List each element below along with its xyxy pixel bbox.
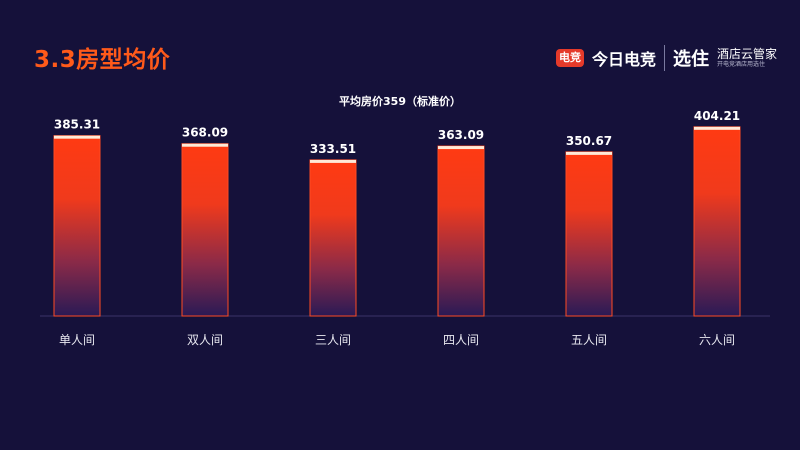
logo-divider [664,45,666,71]
category-label-3: 三人间 [315,333,351,347]
bar-cap-5 [566,151,612,155]
data-label-2: 368.09 [182,126,228,140]
xuanzhu-logo: 选住 [673,49,710,70]
category-label-4: 四人间 [443,333,479,347]
data-label-3: 333.51 [310,142,356,156]
bar-6 [693,126,741,317]
data-label-5: 350.67 [566,134,612,148]
bar-cap-2 [182,143,228,147]
brand-logos: 电竞 今日电竞 选住 酒店云管家 开电竞酒店用选住 [556,42,777,74]
hotel-manager-logo: 酒店云管家 开电竞酒店用选住 [717,47,777,69]
hotel-manager-name: 酒店云管家 [717,47,778,61]
data-label-1: 385.31 [54,118,100,132]
data-label-6: 404.21 [694,109,740,123]
hotel-manager-slogan: 开电竞酒店用选住 [717,61,766,68]
bar-cap-3 [310,159,356,163]
average-price-annotation: 平均房价359（标准价） [339,95,461,108]
bar-4 [437,145,485,317]
bar-2 [181,143,229,317]
bar-cap-4 [438,146,484,150]
data-label-4: 363.09 [438,128,484,142]
bar-3 [309,159,357,317]
esports-badge-icon: 电竞 [556,49,584,67]
category-label-1: 单人间 [59,333,95,347]
bar-5 [565,151,613,317]
bar-cap-1 [54,135,100,139]
page-title: 3.3房型均价 [34,47,171,73]
bar-1 [53,135,101,317]
category-label-6: 六人间 [699,333,735,347]
category-label-5: 五人间 [571,333,607,347]
category-label-2: 双人间 [187,333,223,347]
bar-cap-6 [694,126,740,130]
bars-group: 385.31 单人间 368.09 双人间 333.51 三人间 363.09 四人间 350.… [40,109,770,347]
brand-name: 今日电竞 [592,50,657,69]
